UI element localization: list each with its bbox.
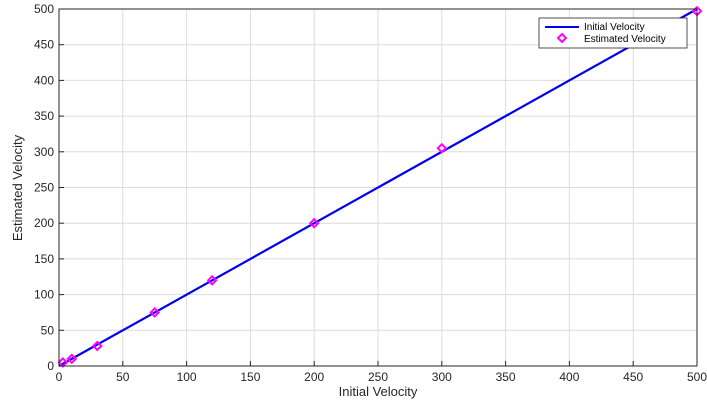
estimated-velocity-marker (308, 217, 320, 229)
x-tick-label: 250 (368, 370, 388, 384)
y-tick-label: 450 (34, 38, 54, 52)
legend-entry-estimated-velocity: Estimated Velocity (584, 34, 666, 45)
legend-diamond-swatch (556, 32, 568, 44)
axis-ticks: 0 50 100 150 200 250 300 350 400 450 500 0 50 100 150 2… (34, 2, 707, 384)
y-tick-label: 100 (34, 288, 54, 302)
x-tick-label: 50 (116, 370, 130, 384)
x-axis-title: Initial Velocity (339, 384, 418, 399)
legend-box (538, 17, 688, 49)
y-tick-label: 400 (34, 73, 54, 87)
estimated-velocity-marker (91, 340, 103, 352)
x-tick-label: 200 (304, 370, 324, 384)
y-tick-label: 0 (47, 359, 54, 373)
x-tick-label: 300 (432, 370, 452, 384)
series-line-initial-velocity (58, 8, 698, 367)
x-tick-label: 150 (240, 370, 260, 384)
y-tick-label: 300 (34, 145, 54, 159)
y-tick-label: 250 (34, 181, 54, 195)
y-tick-label: 150 (34, 252, 54, 266)
y-tick-label: 500 (34, 2, 54, 16)
x-tick-label: 350 (496, 370, 516, 384)
x-tick-label: 500 (687, 370, 707, 384)
x-tick-label: 0 (56, 370, 63, 384)
estimated-velocity-marker (149, 307, 161, 318)
y-axis-title: Estimated Velocity (10, 134, 25, 241)
legend-entry-initial-velocity: Initial Velocity (584, 22, 645, 33)
legend: Initial Velocity Estimated Velocity (538, 17, 688, 49)
y-tick-label: 200 (34, 216, 54, 230)
y-tick-label: 350 (34, 109, 54, 123)
estimated-velocity-marker (66, 353, 78, 365)
estimated-velocity-marker (206, 274, 218, 286)
x-tick-label: 450 (623, 370, 643, 384)
x-tick-label: 100 (177, 370, 197, 384)
x-tick-label: 400 (559, 370, 579, 384)
estimated-velocity-marker (436, 142, 448, 154)
y-tick-label: 50 (41, 323, 55, 337)
